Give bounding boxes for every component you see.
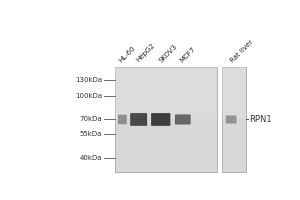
Text: 55kDa: 55kDa <box>80 131 102 137</box>
Text: MCF7: MCF7 <box>179 45 197 63</box>
Text: HL-60: HL-60 <box>118 45 137 63</box>
Text: 70kDa: 70kDa <box>80 116 102 122</box>
Bar <box>222 67 246 119</box>
Bar <box>222 67 246 172</box>
Text: 100kDa: 100kDa <box>75 93 102 99</box>
FancyBboxPatch shape <box>151 113 170 126</box>
Text: Rat liver: Rat liver <box>229 38 254 63</box>
FancyBboxPatch shape <box>118 115 127 124</box>
Text: RPN1: RPN1 <box>249 115 272 124</box>
Text: SKOV3: SKOV3 <box>158 43 178 63</box>
Text: 130kDa: 130kDa <box>75 77 102 83</box>
FancyBboxPatch shape <box>175 114 191 125</box>
Text: HepG2: HepG2 <box>136 42 157 63</box>
Bar <box>116 67 217 119</box>
FancyBboxPatch shape <box>130 113 147 126</box>
Text: 40kDa: 40kDa <box>80 155 102 161</box>
FancyBboxPatch shape <box>226 115 236 123</box>
Bar <box>116 67 217 172</box>
